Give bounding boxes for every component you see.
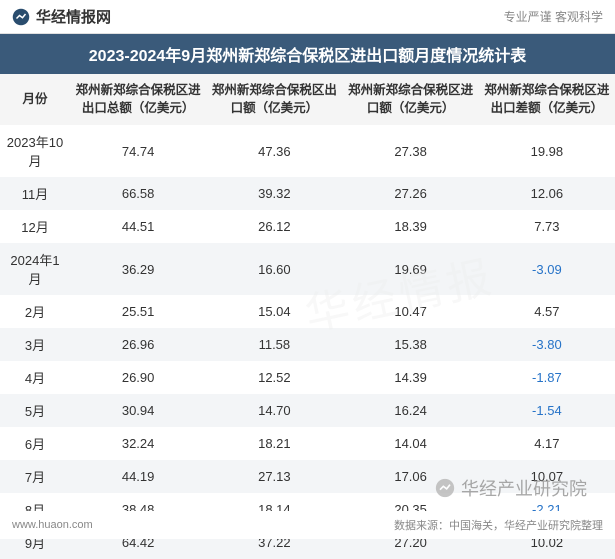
site-tagline: 专业严谨 客观科学: [504, 8, 603, 25]
cell-export: 15.04: [206, 295, 342, 328]
cell-diff: -3.80: [479, 328, 615, 361]
table-row: 2024年1月36.2916.6019.69-3.09: [0, 243, 615, 295]
cell-total: 26.96: [70, 328, 206, 361]
cell-import: 16.24: [343, 394, 479, 427]
table-title: 2023-2024年9月郑州新郑综合保税区进出口额月度情况统计表: [0, 34, 615, 74]
col-export: 郑州新郑综合保税区出口额（亿美元）: [206, 74, 342, 125]
table-row: 3月26.9611.5815.38-3.80: [0, 328, 615, 361]
table-row: 4月26.9012.5214.39-1.87: [0, 361, 615, 394]
col-total: 郑州新郑综合保税区进出口总额（亿美元）: [70, 74, 206, 125]
cell-export: 11.58: [206, 328, 342, 361]
cell-export: 47.36: [206, 125, 342, 177]
cell-import: 14.39: [343, 361, 479, 394]
cell-month: 4月: [0, 361, 70, 394]
cell-import: 14.04: [343, 427, 479, 460]
cell-export: 16.60: [206, 243, 342, 295]
cell-total: 66.58: [70, 177, 206, 210]
cell-import: 18.39: [343, 210, 479, 243]
footer-source: 数据来源：中国海关，华经产业研究院整理: [394, 517, 603, 533]
cell-export: 39.32: [206, 177, 342, 210]
table-header-row: 月份 郑州新郑综合保税区进出口总额（亿美元） 郑州新郑综合保税区出口额（亿美元）…: [0, 74, 615, 125]
data-table: 月份 郑州新郑综合保税区进出口总额（亿美元） 郑州新郑综合保税区出口额（亿美元）…: [0, 74, 615, 559]
cell-diff: 12.06: [479, 177, 615, 210]
col-import: 郑州新郑综合保税区进口额（亿美元）: [343, 74, 479, 125]
cell-diff: -3.09: [479, 243, 615, 295]
table-row: 2023年10月74.7447.3627.3819.98: [0, 125, 615, 177]
table-row: 11月66.5839.3227.2612.06: [0, 177, 615, 210]
cell-month: 7月: [0, 460, 70, 493]
logo-icon: [12, 8, 30, 26]
cell-month: 3月: [0, 328, 70, 361]
col-diff: 郑州新郑综合保税区进出口差额（亿美元）: [479, 74, 615, 125]
cell-total: 30.94: [70, 394, 206, 427]
footer: www.huaon.com 数据来源：中国海关，华经产业研究院整理: [0, 511, 615, 539]
table-row: 6月32.2418.2114.044.17: [0, 427, 615, 460]
cell-export: 26.12: [206, 210, 342, 243]
cell-diff: 10.07: [479, 460, 615, 493]
col-month: 月份: [0, 74, 70, 125]
cell-total: 44.51: [70, 210, 206, 243]
cell-export: 27.13: [206, 460, 342, 493]
cell-total: 32.24: [70, 427, 206, 460]
table-row: 5月30.9414.7016.24-1.54: [0, 394, 615, 427]
cell-total: 44.19: [70, 460, 206, 493]
cell-diff: -1.54: [479, 394, 615, 427]
cell-month: 2023年10月: [0, 125, 70, 177]
site-header: 华经情报网 专业严谨 客观科学: [0, 0, 615, 34]
footer-url: www.huaon.com: [12, 519, 93, 531]
cell-export: 12.52: [206, 361, 342, 394]
cell-month: 2024年1月: [0, 243, 70, 295]
cell-month: 5月: [0, 394, 70, 427]
cell-month: 6月: [0, 427, 70, 460]
cell-total: 25.51: [70, 295, 206, 328]
cell-total: 36.29: [70, 243, 206, 295]
table-row: 12月44.5126.1218.397.73: [0, 210, 615, 243]
cell-import: 27.26: [343, 177, 479, 210]
cell-import: 19.69: [343, 243, 479, 295]
cell-month: 2月: [0, 295, 70, 328]
header-left: 华经情报网: [12, 6, 111, 27]
cell-month: 12月: [0, 210, 70, 243]
cell-import: 15.38: [343, 328, 479, 361]
cell-import: 17.06: [343, 460, 479, 493]
table-row: 2月25.5115.0410.474.57: [0, 295, 615, 328]
cell-import: 10.47: [343, 295, 479, 328]
cell-month: 11月: [0, 177, 70, 210]
cell-export: 14.70: [206, 394, 342, 427]
cell-export: 18.21: [206, 427, 342, 460]
cell-diff: 7.73: [479, 210, 615, 243]
cell-import: 27.38: [343, 125, 479, 177]
site-name: 华经情报网: [36, 6, 111, 27]
cell-diff: 4.57: [479, 295, 615, 328]
cell-diff: 4.17: [479, 427, 615, 460]
cell-diff: 19.98: [479, 125, 615, 177]
cell-total: 26.90: [70, 361, 206, 394]
table-row: 7月44.1927.1317.0610.07: [0, 460, 615, 493]
cell-diff: -1.87: [479, 361, 615, 394]
cell-total: 74.74: [70, 125, 206, 177]
